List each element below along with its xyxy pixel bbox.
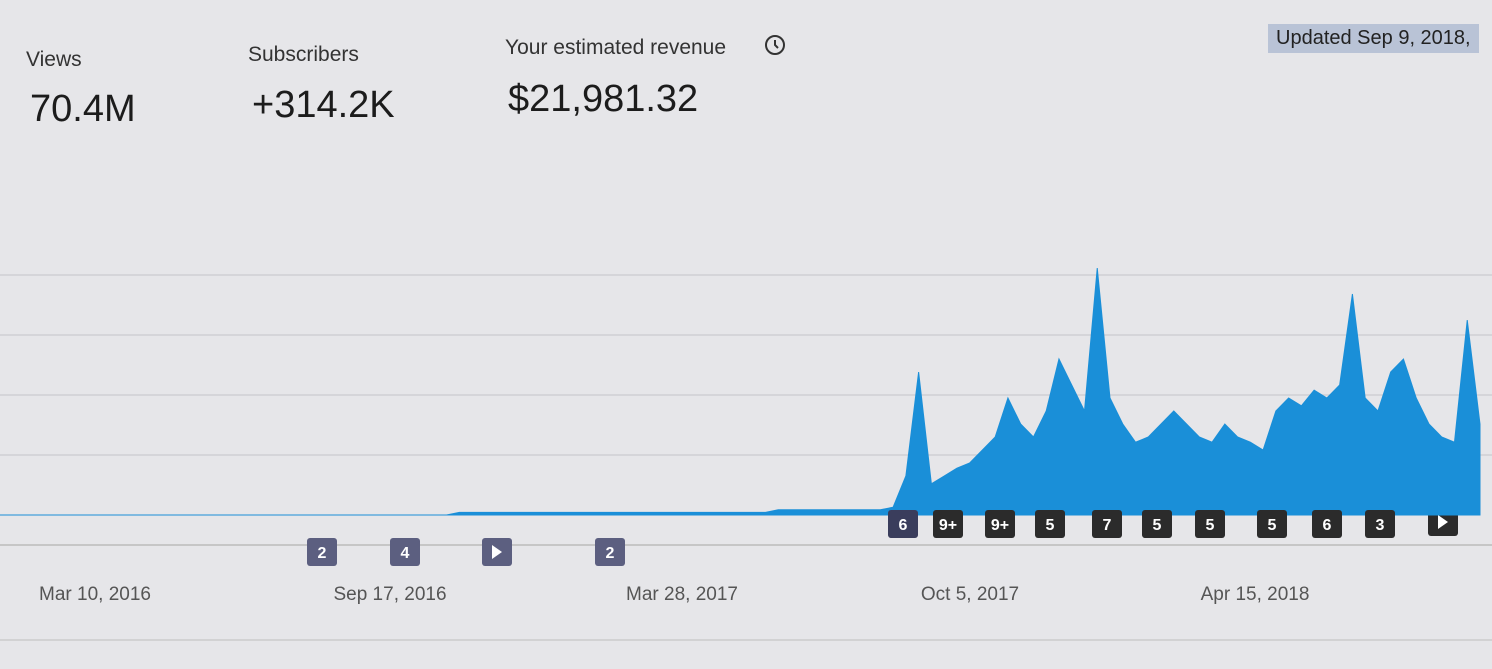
annotation-marker[interactable] — [1365, 510, 1395, 538]
annotation-marker[interactable] — [1035, 510, 1065, 538]
metric-value: 70.4M — [30, 88, 136, 130]
area — [0, 267, 1481, 516]
annotation-count: 5 — [1206, 517, 1215, 534]
annotation-count: 5 — [1268, 517, 1277, 534]
annotation-count: 6 — [899, 517, 908, 534]
annotation-count: 4 — [401, 545, 410, 562]
annotation-marker[interactable] — [1257, 510, 1287, 538]
annotation-marker[interactable] — [985, 510, 1015, 538]
annotation-count: 9+ — [939, 517, 957, 534]
annotation-count: 5 — [1046, 517, 1055, 534]
annotation-count: 9+ — [991, 517, 1009, 534]
annotation-marker[interactable] — [1142, 510, 1172, 538]
play-marker[interactable] — [482, 538, 512, 566]
annotation-marker[interactable] — [933, 510, 963, 538]
annotation-marker[interactable] — [1195, 510, 1225, 538]
annotation-marker[interactable] — [1092, 510, 1122, 538]
annotation-count: 7 — [1103, 517, 1112, 534]
metric-value: $21,981.32 — [508, 78, 699, 120]
clock-icon[interactable] — [764, 34, 786, 56]
updated-label: Updated Sep 9, 2018, — [1268, 24, 1479, 53]
x-tick-label: Mar 28, 2017 — [626, 584, 738, 605]
annotation-marker[interactable] — [1312, 510, 1342, 538]
annotation-count: 3 — [1376, 517, 1385, 534]
x-tick-label: Apr 15, 2018 — [1201, 584, 1310, 605]
metric-label: Your estimated revenue — [505, 36, 727, 59]
annotation-count: 6 — [1323, 517, 1332, 534]
annotation-count: 5 — [1153, 517, 1162, 534]
annotation-marker[interactable] — [390, 538, 420, 566]
metric-label: Views — [26, 48, 82, 71]
annotation-marker[interactable] — [595, 538, 625, 566]
x-tick-label: Oct 5, 2017 — [921, 584, 1019, 605]
x-tick-label: Sep 17, 2016 — [333, 584, 446, 605]
annotation-count: 2 — [606, 545, 615, 562]
x-tick-label: Mar 10, 2016 — [39, 584, 151, 605]
annotation-count: 2 — [318, 545, 327, 562]
annotation-marker[interactable] — [888, 510, 918, 538]
metric-label: Subscribers — [248, 43, 359, 66]
metric-value: +314.2K — [252, 84, 395, 126]
annotation-marker[interactable] — [307, 538, 337, 566]
